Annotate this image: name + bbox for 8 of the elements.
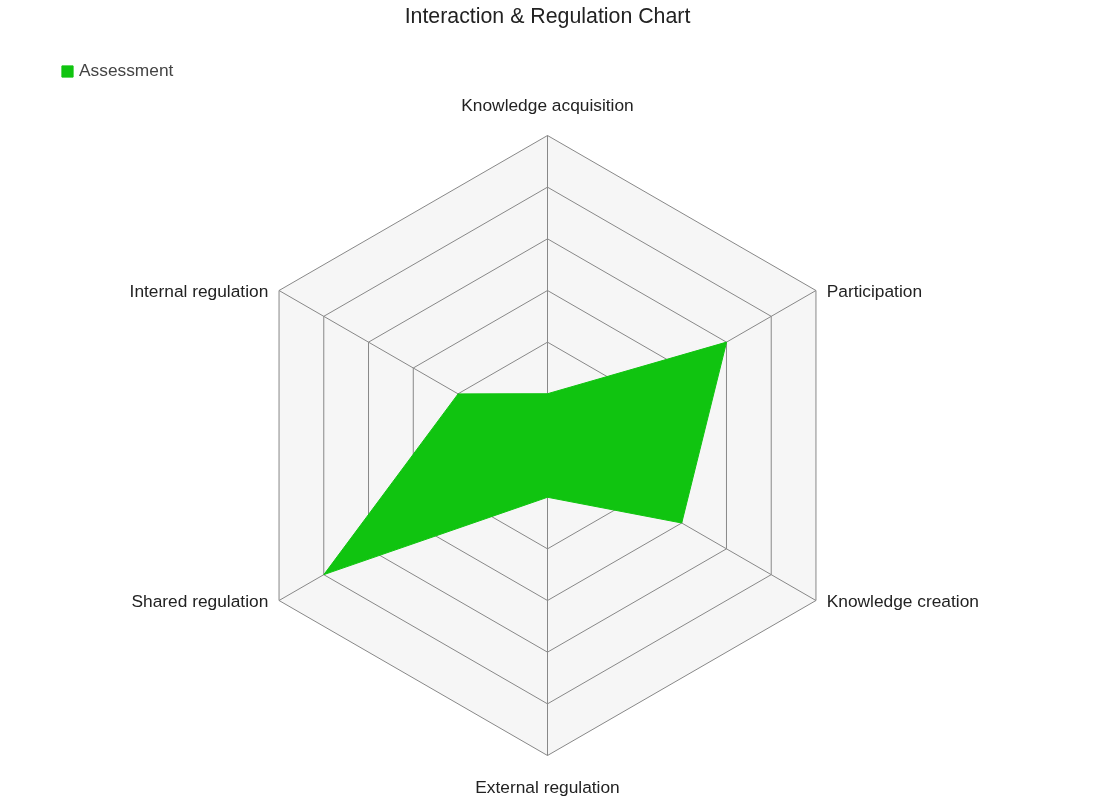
spoke-label: Internal regulation (129, 280, 269, 301)
spoke-label: Participation (826, 280, 923, 301)
chart-title: Interaction & Regulation Chart (404, 3, 691, 28)
spoke-label: External regulation (475, 776, 620, 797)
spoke-label: Knowledge creation (826, 590, 979, 611)
legend-label: Assessment (79, 60, 174, 81)
spoke-label: Knowledge acquisition (461, 94, 634, 115)
spoke-label: Shared regulation (131, 590, 269, 611)
